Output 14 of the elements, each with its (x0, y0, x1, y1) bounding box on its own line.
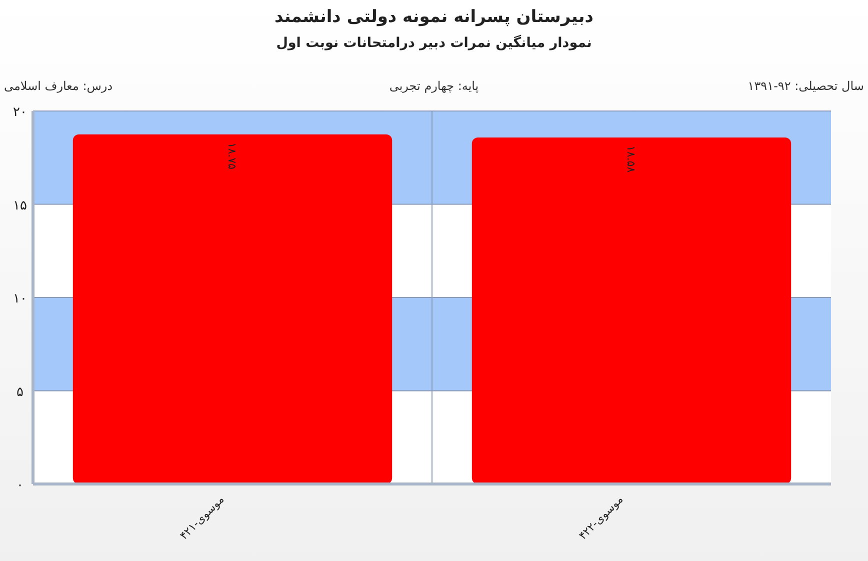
y-tick-label: ۰ (16, 478, 24, 493)
y-tick-label: ۵ (16, 384, 24, 400)
chart-subtitle: نمودار میانگین نمرات دبیر درامتحانات نوبت اول (276, 34, 592, 51)
text: سال تحصیلی: ۹۲-۱۳۹۱ (748, 79, 864, 93)
x-tick-label: موسوی-۴۲۲ (576, 492, 626, 542)
y-tick-label: ۲۰ (13, 105, 27, 120)
chart-title: دبیرستان پسرانه نمونه دولتی دانشمند (274, 7, 594, 27)
data-label: ۱۸.۵۸ (624, 145, 638, 173)
x-tick-label: موسوی-۴۲۱ (177, 492, 227, 542)
text: درس: معارف اسلامی (4, 79, 113, 93)
y-tick-label: ۱۵ (13, 198, 27, 214)
data-label: ۱۸.۷۵ (226, 142, 239, 170)
text: پایه: چهارم تجربی (389, 79, 479, 93)
y-tick-label: ۱۰ (13, 292, 27, 306)
